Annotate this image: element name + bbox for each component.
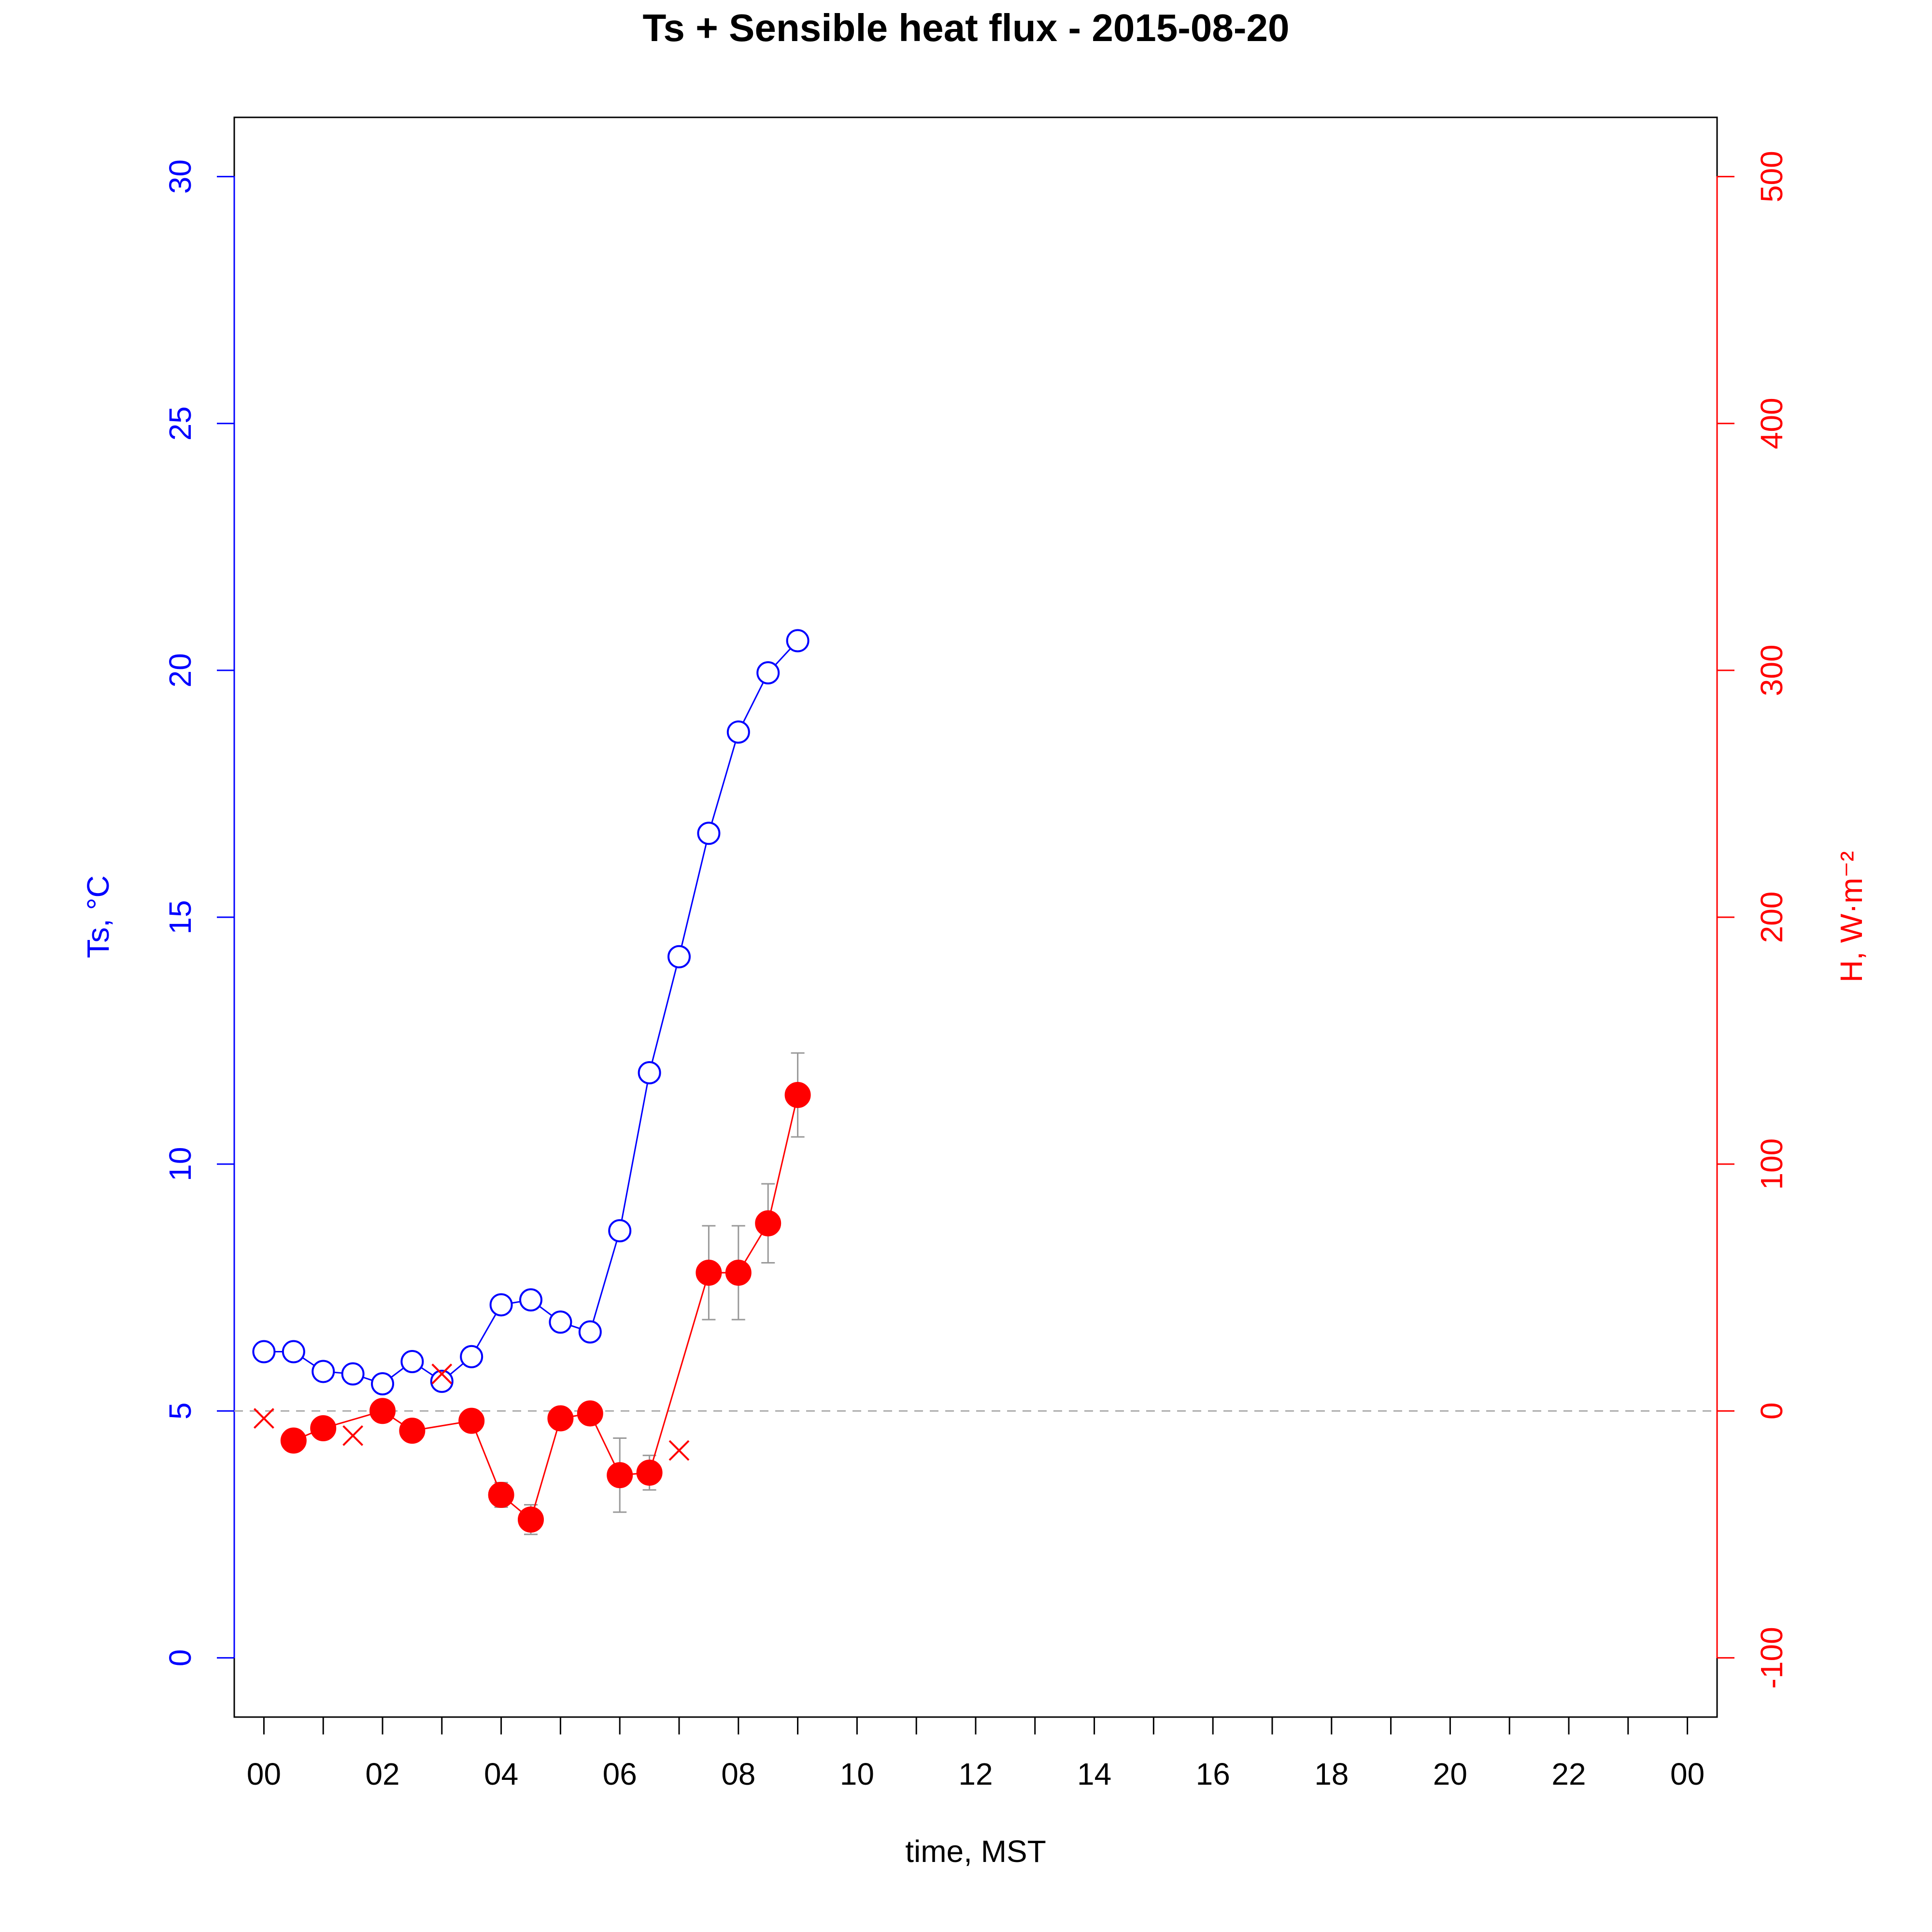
x-tick-label: 16	[1196, 1757, 1230, 1791]
chart-title: Ts + Sensible heat flux - 2015-08-20	[642, 6, 1289, 49]
data-point	[725, 1260, 752, 1286]
data-point	[519, 1288, 542, 1312]
data-point	[371, 1372, 394, 1395]
data-point	[280, 1427, 307, 1454]
x-marker-stroke	[342, 1425, 364, 1446]
data-point	[547, 1405, 574, 1432]
data-point	[488, 1482, 514, 1508]
data-point	[786, 629, 810, 653]
series-group	[252, 629, 811, 1535]
data-point	[518, 1506, 544, 1533]
x-tick-label: 18	[1314, 1757, 1349, 1791]
x-tick-label: 00	[247, 1757, 281, 1791]
y-right-tick-label: 400	[1754, 398, 1789, 449]
data-point-x	[668, 1440, 690, 1461]
data-point	[252, 1340, 276, 1364]
y-left-tick-label: 0	[163, 1649, 198, 1667]
y-right-tick-label: 200	[1754, 892, 1789, 943]
y-left-tick-label: 30	[163, 159, 198, 194]
y-axis-left: 0 5 10 15 20 25 30	[163, 159, 234, 1666]
y-axis-left-title: Ts, °C	[81, 875, 115, 958]
y-left-tick-label: 25	[163, 406, 198, 440]
x-tick-label: 10	[840, 1757, 874, 1791]
data-point	[696, 1260, 722, 1286]
data-point	[312, 1360, 335, 1383]
data-point	[549, 1310, 572, 1334]
data-point	[400, 1350, 424, 1373]
data-point	[577, 1400, 603, 1427]
x-tick-label: 06	[603, 1757, 637, 1791]
series-h-flagged-	[253, 1364, 690, 1461]
data-point	[458, 1407, 485, 1434]
y-left-tick-label: 20	[163, 653, 198, 687]
data-point	[399, 1418, 426, 1444]
data-point	[608, 1219, 632, 1243]
data-point	[668, 945, 691, 968]
y-right-tick-label: 300	[1754, 644, 1789, 696]
series-ts	[252, 629, 810, 1395]
data-point	[282, 1340, 305, 1364]
y-right-tick-label: 500	[1754, 151, 1789, 202]
data-point	[310, 1415, 337, 1441]
data-point-x	[253, 1408, 274, 1429]
x-marker-stroke	[431, 1364, 453, 1384]
x-axis: 00 02 04 06 08 10 12 14 16 18 20 22 00	[247, 1716, 1705, 1791]
data-point	[341, 1362, 365, 1386]
x-axis-title: time, MST	[905, 1834, 1046, 1869]
y-left-tick-label: 10	[163, 1147, 198, 1181]
data-point	[638, 1061, 661, 1084]
x-tick-label: 12	[958, 1757, 993, 1791]
y-axis-right-title: H, W·m⁻²	[1834, 851, 1869, 982]
x-tick-label: 20	[1433, 1757, 1467, 1791]
data-point	[636, 1460, 663, 1486]
x-tick-label: 08	[721, 1757, 755, 1791]
y-left-tick-label: 15	[163, 900, 198, 934]
data-point	[430, 1369, 454, 1393]
y-axis-right: -100 0 100 200 300 400 500	[1717, 151, 1789, 1689]
y-right-tick-label: 0	[1754, 1402, 1789, 1420]
data-point	[460, 1345, 483, 1368]
y-left-tick-label: 5	[163, 1402, 198, 1420]
y-right-tick-label: 100	[1754, 1138, 1789, 1190]
data-point	[578, 1320, 602, 1344]
data-point	[756, 661, 780, 684]
data-point	[784, 1082, 811, 1108]
x-marker-stroke	[668, 1440, 690, 1461]
series-line	[293, 1094, 799, 1521]
plot-frame	[233, 116, 1718, 1718]
x-tick-label: 02	[365, 1757, 399, 1791]
data-point-x	[342, 1425, 364, 1446]
x-marker-stroke	[253, 1408, 274, 1429]
data-point	[755, 1210, 781, 1236]
x-tick-label: 04	[484, 1757, 518, 1791]
data-point	[726, 720, 750, 744]
y-right-tick-label: -100	[1754, 1627, 1789, 1689]
data-point	[607, 1462, 633, 1489]
data-point	[369, 1398, 396, 1424]
x-tick-label: 00	[1670, 1757, 1705, 1791]
data-point	[489, 1293, 513, 1317]
x-tick-label: 14	[1077, 1757, 1111, 1791]
x-tick-label: 22	[1551, 1757, 1586, 1791]
data-point-x	[431, 1364, 453, 1384]
series-h	[280, 1052, 811, 1535]
data-point	[697, 822, 721, 845]
